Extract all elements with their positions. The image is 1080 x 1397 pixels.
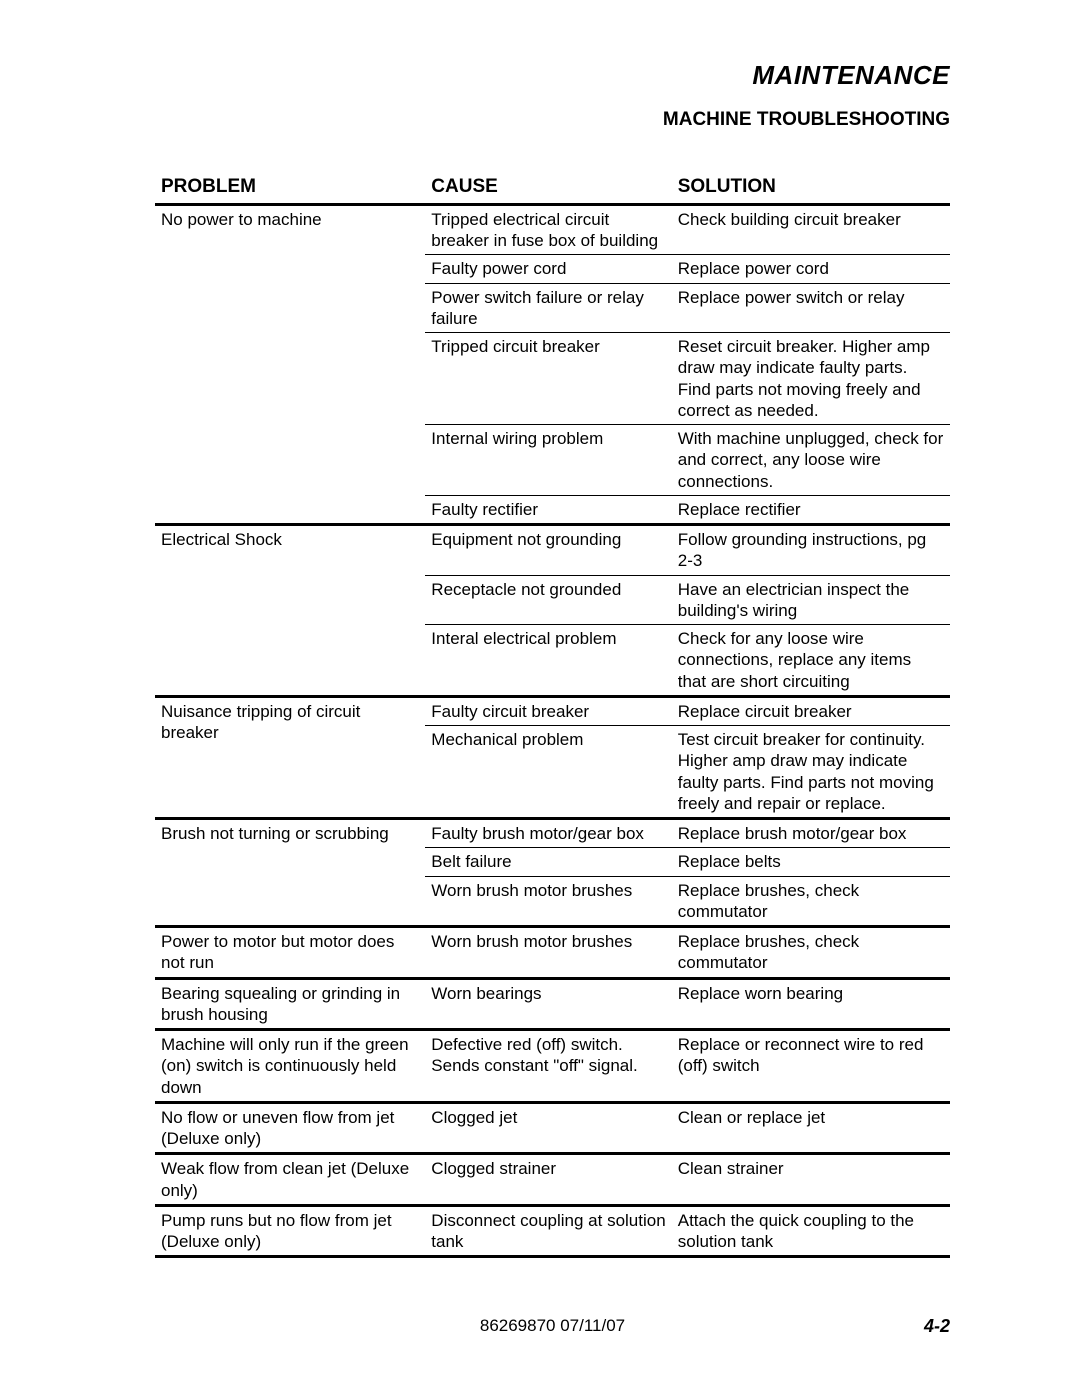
cell-solution: Replace brushes, check commutator bbox=[672, 876, 950, 927]
cell-cause: Internal wiring problem bbox=[425, 425, 671, 496]
table-row: No power to machineTripped electrical ci… bbox=[155, 204, 950, 255]
table-row: Brush not turning or scrubbingFaulty bru… bbox=[155, 819, 950, 848]
cell-solution: Attach the quick coupling to the solutio… bbox=[672, 1205, 950, 1257]
table-row: No flow or uneven flow from jet (Deluxe … bbox=[155, 1102, 950, 1154]
table-row: Weak flow from clean jet (Deluxe only)Cl… bbox=[155, 1154, 950, 1206]
cell-cause: Disconnect coupling at solution tank bbox=[425, 1205, 671, 1257]
cell-problem: Electrical Shock bbox=[155, 525, 425, 697]
footer: 86269870 07/11/07 4-2 bbox=[155, 1316, 950, 1337]
cell-solution: Replace power switch or relay bbox=[672, 283, 950, 333]
col-solution: SOLUTION bbox=[672, 173, 950, 204]
table-row: Machine will only run if the green (on) … bbox=[155, 1030, 950, 1103]
cell-solution: Replace worn bearing bbox=[672, 978, 950, 1030]
cell-cause: Belt failure bbox=[425, 848, 671, 876]
cell-problem: Power to motor but motor does not run bbox=[155, 927, 425, 979]
troubleshooting-table: PROBLEM CAUSE SOLUTION No power to machi… bbox=[155, 173, 950, 1258]
table-row: Nuisance tripping of circuit breakerFaul… bbox=[155, 696, 950, 725]
cell-cause: Worn bearings bbox=[425, 978, 671, 1030]
cell-cause: Faulty rectifier bbox=[425, 495, 671, 524]
cell-solution: Replace rectifier bbox=[672, 495, 950, 524]
cell-solution: Test circuit breaker for continuity. Hig… bbox=[672, 726, 950, 819]
cell-cause: Faulty circuit breaker bbox=[425, 696, 671, 725]
cell-solution: Check for any loose wire connections, re… bbox=[672, 625, 950, 697]
cell-cause: Worn brush motor brushes bbox=[425, 927, 671, 979]
cell-cause: Power switch failure or relay failure bbox=[425, 283, 671, 333]
cell-cause: Interal electrical problem bbox=[425, 625, 671, 697]
cell-solution: Follow grounding instructions, pg 2-3 bbox=[672, 525, 950, 576]
cell-problem: Brush not turning or scrubbing bbox=[155, 819, 425, 927]
section-title: MAINTENANCE bbox=[155, 60, 950, 91]
footer-doc-id: 86269870 07/11/07 bbox=[155, 1316, 950, 1336]
cell-solution: Replace belts bbox=[672, 848, 950, 876]
cell-solution: Replace circuit breaker bbox=[672, 696, 950, 725]
col-problem: PROBLEM bbox=[155, 173, 425, 204]
cell-solution: Reset circuit breaker. Higher amp draw m… bbox=[672, 333, 950, 425]
page: MAINTENANCE MACHINE TROUBLESHOOTING PROB… bbox=[0, 0, 1080, 1397]
cell-solution: Replace or reconnect wire to red (off) s… bbox=[672, 1030, 950, 1103]
table-row: Pump runs but no flow from jet (Deluxe o… bbox=[155, 1205, 950, 1257]
cell-solution: With machine unplugged, check for and co… bbox=[672, 425, 950, 496]
cell-cause: Defective red (off) switch. Sends consta… bbox=[425, 1030, 671, 1103]
cell-cause: Mechanical problem bbox=[425, 726, 671, 819]
table-row: Electrical ShockEquipment not groundingF… bbox=[155, 525, 950, 576]
cell-cause: Tripped circuit breaker bbox=[425, 333, 671, 425]
cell-solution: Replace brush motor/gear box bbox=[672, 819, 950, 848]
cell-solution: Have an electrician inspect the building… bbox=[672, 575, 950, 625]
cell-problem: Weak flow from clean jet (Deluxe only) bbox=[155, 1154, 425, 1206]
col-cause: CAUSE bbox=[425, 173, 671, 204]
cell-solution: Clean or replace jet bbox=[672, 1102, 950, 1154]
cell-cause: Faulty brush motor/gear box bbox=[425, 819, 671, 848]
cell-problem: Nuisance tripping of circuit breaker bbox=[155, 696, 425, 818]
table-row: Power to motor but motor does not runWor… bbox=[155, 927, 950, 979]
cell-cause: Clogged jet bbox=[425, 1102, 671, 1154]
cell-solution: Replace power cord bbox=[672, 255, 950, 283]
cell-problem: No power to machine bbox=[155, 204, 425, 524]
cell-cause: Clogged strainer bbox=[425, 1154, 671, 1206]
table-header-row: PROBLEM CAUSE SOLUTION bbox=[155, 173, 950, 204]
cell-problem: Machine will only run if the green (on) … bbox=[155, 1030, 425, 1103]
cell-problem: No flow or uneven flow from jet (Deluxe … bbox=[155, 1102, 425, 1154]
cell-cause: Worn brush motor brushes bbox=[425, 876, 671, 927]
cell-cause: Tripped electrical circuit breaker in fu… bbox=[425, 204, 671, 255]
table-row: Bearing squealing or grinding in brush h… bbox=[155, 978, 950, 1030]
subtitle: MACHINE TROUBLESHOOTING bbox=[155, 109, 950, 131]
cell-cause: Receptacle not grounded bbox=[425, 575, 671, 625]
cell-solution: Clean strainer bbox=[672, 1154, 950, 1206]
cell-problem: Bearing squealing or grinding in brush h… bbox=[155, 978, 425, 1030]
table-body: No power to machineTripped electrical ci… bbox=[155, 204, 950, 1257]
cell-problem: Pump runs but no flow from jet (Deluxe o… bbox=[155, 1205, 425, 1257]
cell-solution: Check building circuit breaker bbox=[672, 204, 950, 255]
cell-cause: Equipment not grounding bbox=[425, 525, 671, 576]
cell-cause: Faulty power cord bbox=[425, 255, 671, 283]
cell-solution: Replace brushes, check commutator bbox=[672, 927, 950, 979]
